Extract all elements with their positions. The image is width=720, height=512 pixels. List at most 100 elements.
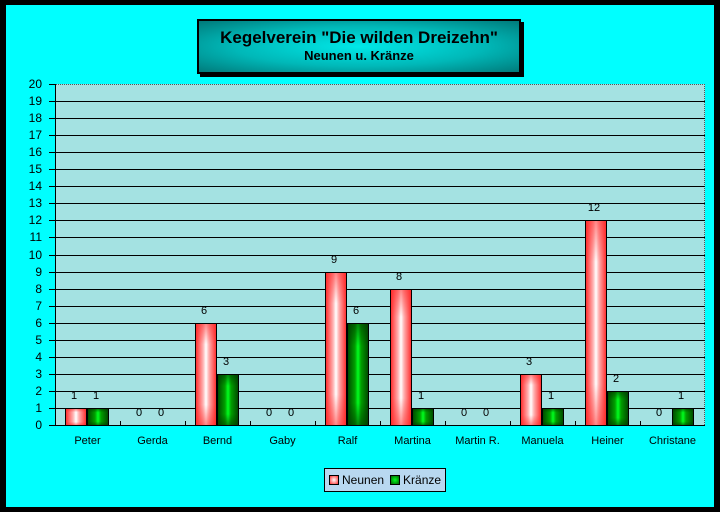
x-tick-label: Ralf	[337, 435, 358, 447]
y-tick	[49, 255, 55, 256]
bar-kraenze	[217, 374, 239, 426]
x-tick	[640, 421, 641, 425]
y-tick	[49, 237, 55, 238]
bar-kraenze	[412, 408, 434, 426]
y-tick	[49, 374, 55, 375]
y-axis	[55, 84, 56, 426]
x-tick-label: Martin R.	[455, 435, 500, 447]
data-label: 0	[265, 407, 273, 419]
x-tick	[575, 421, 576, 425]
x-tick	[185, 421, 186, 425]
gridline	[55, 169, 705, 170]
y-tick-label: 4	[35, 350, 42, 364]
data-label: 2	[612, 373, 620, 385]
data-label: 0	[655, 407, 663, 419]
legend-label-kraenze: Kränze	[403, 473, 442, 487]
y-tick	[49, 357, 55, 358]
gridline	[55, 340, 705, 341]
y-tick	[49, 101, 55, 102]
gridline	[55, 408, 705, 409]
y-tick-label: 5	[35, 333, 42, 347]
y-tick-label: 12	[28, 213, 42, 227]
data-label: 3	[222, 356, 230, 368]
x-tick-label: Martina	[394, 435, 431, 447]
y-tick-label: 18	[28, 111, 42, 125]
gridline	[55, 186, 705, 187]
data-label: 0	[135, 407, 143, 419]
x-tick	[380, 421, 381, 425]
gridline	[55, 255, 705, 256]
y-tick-label: 20	[28, 77, 42, 91]
gridline	[55, 220, 705, 221]
y-tick-label: 16	[28, 145, 42, 159]
y-tick	[49, 186, 55, 187]
y-tick	[49, 323, 55, 324]
gridline	[55, 152, 705, 153]
legend-item-kraenze: Kränze	[390, 473, 441, 487]
y-tick-label: 17	[28, 128, 42, 142]
data-label: 1	[677, 390, 685, 402]
data-label: 9	[330, 254, 338, 266]
y-tick-label: 3	[35, 367, 42, 381]
data-label: 0	[287, 407, 295, 419]
y-tick	[49, 408, 55, 409]
y-tick-label: 19	[28, 94, 42, 108]
y-tick	[49, 135, 55, 136]
data-label: 0	[460, 407, 468, 419]
y-tick-label: 9	[35, 265, 42, 279]
bar-kraenze	[542, 408, 564, 426]
x-tick-label: Heiner	[591, 435, 624, 447]
x-tick-label: Christane	[648, 435, 697, 447]
gridline	[55, 237, 705, 238]
bar-kraenze	[607, 391, 629, 426]
gridline	[55, 272, 705, 273]
x-tick	[445, 421, 446, 425]
y-tick	[49, 425, 55, 426]
y-tick-label: 15	[28, 162, 42, 176]
gridline	[55, 391, 705, 392]
gridline	[55, 306, 705, 307]
bar-kraenze	[347, 323, 369, 426]
gridline	[55, 323, 705, 324]
x-tick-label: Gaby	[269, 435, 296, 447]
x-tick	[315, 421, 316, 425]
data-label: 1	[92, 390, 100, 402]
chart-subtitle: Neunen u. Kränze	[304, 48, 414, 63]
data-label: 1	[417, 390, 425, 402]
bar-kraenze	[87, 408, 109, 426]
data-label: 6	[200, 305, 208, 317]
x-tick	[120, 421, 121, 425]
legend-label-neunen: Neunen	[342, 473, 385, 487]
y-tick-label: 13	[28, 196, 42, 210]
y-tick	[49, 306, 55, 307]
y-tick	[49, 289, 55, 290]
y-tick-label: 2	[35, 384, 42, 398]
y-tick-label: 10	[28, 248, 42, 262]
y-tick	[49, 391, 55, 392]
bar-neunen	[65, 408, 87, 426]
y-tick	[49, 272, 55, 273]
x-tick-label: Bernd	[202, 435, 233, 447]
gridline	[55, 101, 705, 102]
x-tick-label: Manuela	[521, 435, 564, 447]
bar-neunen	[585, 220, 607, 426]
bar-kraenze	[672, 408, 694, 426]
green-swatch-icon	[390, 475, 401, 485]
x-axis	[55, 425, 705, 426]
data-label: 8	[395, 271, 403, 283]
y-tick	[49, 203, 55, 204]
bar-neunen	[325, 272, 347, 426]
gridline	[55, 374, 705, 375]
y-tick-label: 7	[35, 299, 42, 313]
legend-item-neunen: Neunen	[329, 473, 384, 487]
chart-title: Kegelverein "Die wilden Dreizehn"	[220, 28, 498, 47]
y-tick	[49, 220, 55, 221]
data-label: 3	[525, 356, 533, 368]
bar-neunen	[520, 374, 542, 426]
gridline	[55, 118, 705, 119]
data-label: 0	[482, 407, 490, 419]
data-label: 0	[157, 407, 165, 419]
gridline	[55, 357, 705, 358]
bar-neunen	[390, 289, 412, 426]
data-label: 1	[547, 390, 555, 402]
